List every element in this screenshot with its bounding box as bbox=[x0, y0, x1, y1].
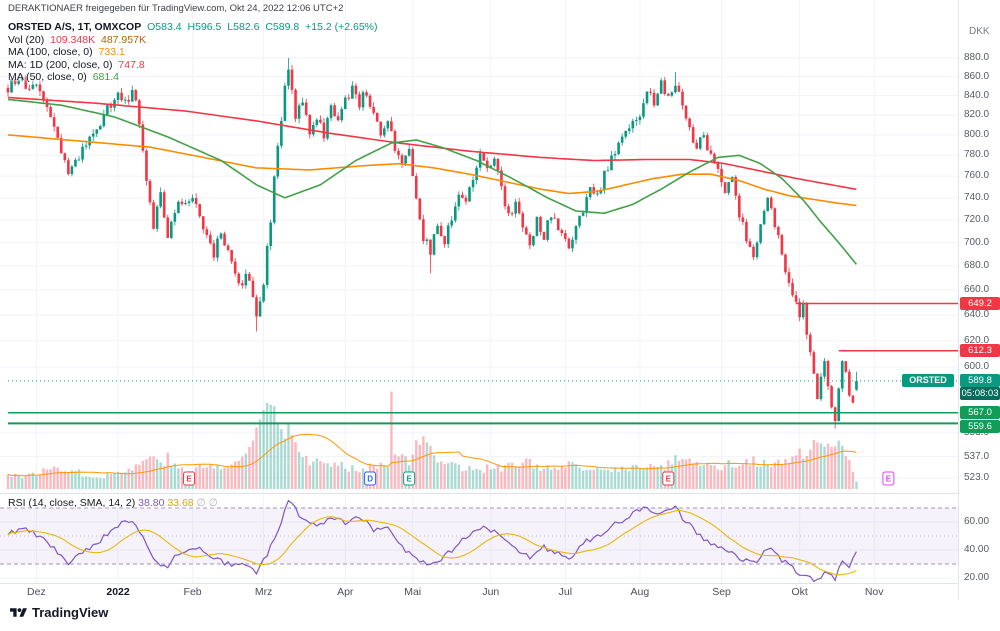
event-badge[interactable] bbox=[882, 471, 895, 486]
price-axis-tag[interactable]: 559.6 bbox=[960, 420, 1000, 434]
price-levels bbox=[8, 302, 958, 425]
volume-ma-line bbox=[7, 433, 857, 477]
price-tick-label: 660.0 bbox=[964, 284, 990, 296]
rsi-tick-label: 60.00 bbox=[964, 516, 990, 527]
price-tick-label: 620.0 bbox=[964, 334, 990, 346]
ma100-label: MA (100, close, 0) bbox=[8, 46, 93, 58]
event-badge-letter: E bbox=[186, 475, 192, 484]
price-tick-label: 523.0 bbox=[964, 471, 990, 483]
rsi-line bbox=[7, 499, 857, 583]
time-axis[interactable]: Dez 2022 Feb Mrz Apr Mai Jun Jul Aug Sep Okt Nov bbox=[0, 584, 958, 600]
event-badge[interactable] bbox=[364, 471, 377, 486]
ma-line-50 bbox=[7, 98, 858, 265]
price-axis-tag[interactable]: 567.0 bbox=[960, 406, 1000, 420]
ma200-legend-row[interactable]: MA: 1D (200, close, 0) 747.8 bbox=[8, 59, 381, 72]
price-axis-tag[interactable]: 612.3 bbox=[960, 344, 1000, 358]
time-axis-label: Apr bbox=[337, 586, 354, 598]
ma100-value: 733.1 bbox=[98, 46, 125, 58]
price-axis-tag: 589.8 bbox=[960, 374, 1000, 388]
ma50-label: MA (50, close, 0) bbox=[8, 71, 87, 83]
price-tick-label: 760.0 bbox=[964, 170, 990, 182]
rsi-tick-label: 20.00 bbox=[964, 572, 990, 583]
volume-value: 109.348K bbox=[50, 33, 96, 46]
price-tick-label: 640.0 bbox=[964, 308, 990, 320]
time-axis-label: Sep bbox=[712, 586, 731, 598]
time-axis-label: Mrz bbox=[254, 586, 273, 598]
grid bbox=[0, 0, 958, 583]
ma50-value: 681.4 bbox=[92, 71, 119, 83]
price-tick-label: 720.0 bbox=[964, 213, 990, 225]
ma200-value: 747.8 bbox=[118, 58, 145, 71]
volume-label: Vol (20) bbox=[8, 33, 45, 46]
publisher-watermark: DERAKTIONAER freigegeben für TradingView… bbox=[8, 3, 344, 14]
volume-ma-value: 487.957K bbox=[101, 33, 146, 46]
rsi-empty-value: ∅ bbox=[208, 497, 218, 509]
symbol-title: ORSTED A/S, 1T, OMXCOP bbox=[8, 21, 142, 33]
tradingview-logo-icon bbox=[10, 607, 27, 617]
symbol-legend-row[interactable]: ORSTED A/S, 1T, OMXCOP O583.4 H596.5 L58… bbox=[8, 21, 381, 34]
rsi-label: RSI (14, close, SMA, 14, 2) bbox=[8, 497, 136, 509]
event-badge-letter: E bbox=[666, 475, 672, 484]
volume-legend-row[interactable]: Vol (20) 109.348K 487.957K bbox=[8, 34, 381, 47]
price-tick-label: 740.0 bbox=[964, 191, 990, 203]
price-tick-label: 860.0 bbox=[964, 70, 990, 82]
time-axis-label: 2022 bbox=[106, 586, 130, 598]
countdown-tag: 05:08:03 bbox=[960, 387, 1000, 401]
time-axis-label: Mai bbox=[404, 586, 422, 598]
ma100-legend-row[interactable]: MA (100, close, 0) 733.1 bbox=[8, 46, 381, 59]
ma-line-200 bbox=[7, 96, 857, 191]
price-tick-label: 880.0 bbox=[964, 52, 990, 63]
price-tick-label: 780.0 bbox=[964, 149, 990, 161]
price-tick-label: 800.0 bbox=[964, 128, 990, 140]
candlestick-series bbox=[6, 58, 858, 429]
event-badge[interactable] bbox=[662, 471, 675, 486]
volume-series bbox=[6, 391, 858, 489]
rsi-value: 38.80 bbox=[138, 497, 165, 509]
price-tick-label: 840.0 bbox=[964, 89, 990, 101]
time-axis-label: Jun bbox=[482, 586, 500, 598]
event-badge[interactable] bbox=[403, 471, 416, 486]
event-badge-letter: D bbox=[367, 475, 373, 484]
currency-label: DKK bbox=[969, 26, 990, 37]
time-axis-label: Okt bbox=[791, 586, 808, 598]
event-badge[interactable] bbox=[183, 471, 196, 486]
event-badge-letter: E bbox=[406, 475, 412, 484]
price-tick-label: 600.0 bbox=[964, 361, 990, 373]
price-tick-label: 820.0 bbox=[964, 108, 990, 120]
price-tick-label: 537.0 bbox=[964, 450, 990, 462]
open-value: O583.4 bbox=[147, 21, 182, 33]
price-axis[interactable]: DKK 880.0 860.0 840.0 820.0 800.0 780.0 760.0 7… bbox=[958, 0, 1000, 600]
price-tick-label: 700.0 bbox=[964, 236, 990, 248]
rsi-ma-value: 33.68 bbox=[167, 497, 194, 509]
tradingview-logo[interactable]: TradingView bbox=[10, 605, 108, 620]
rsi-tick-label: 40.00 bbox=[964, 544, 990, 555]
indicator-legend: ORSTED A/S, 1T, OMXCOP O583.4 H596.5 L58… bbox=[8, 21, 381, 84]
change-value: +15.2 (+2.65%) bbox=[305, 21, 378, 33]
high-value: H596.5 bbox=[187, 21, 222, 33]
price-tick-label: 680.0 bbox=[964, 260, 990, 272]
rsi-legend-row[interactable]: RSI (14, close, SMA, 14, 2) 38.80 33.68 … bbox=[8, 497, 218, 510]
rsi-empty-value: ∅ bbox=[196, 497, 206, 509]
rsi-band bbox=[0, 507, 958, 565]
price-axis-tag[interactable]: 649.2 bbox=[960, 296, 1000, 310]
rsi-ma-line bbox=[7, 509, 857, 576]
ma50-legend-row[interactable]: MA (50, close, 0) 681.4 bbox=[8, 71, 381, 84]
time-axis-label: Dez bbox=[27, 586, 46, 598]
time-axis-label: Aug bbox=[630, 586, 650, 598]
time-axis-label: Jul bbox=[558, 586, 573, 598]
time-axis-label: Nov bbox=[864, 586, 884, 598]
symbol-price-chip: ORSTED bbox=[902, 374, 954, 388]
time-axis-label: Feb bbox=[183, 586, 202, 598]
close-value: C589.8 bbox=[265, 21, 300, 33]
ma-line-100 bbox=[7, 134, 857, 207]
tradingview-logo-text: TradingView bbox=[32, 605, 109, 620]
low-value: L582.6 bbox=[227, 21, 260, 33]
ma200-label: MA: 1D (200, close, 0) bbox=[8, 58, 113, 71]
event-badge-letter: E bbox=[886, 475, 892, 484]
